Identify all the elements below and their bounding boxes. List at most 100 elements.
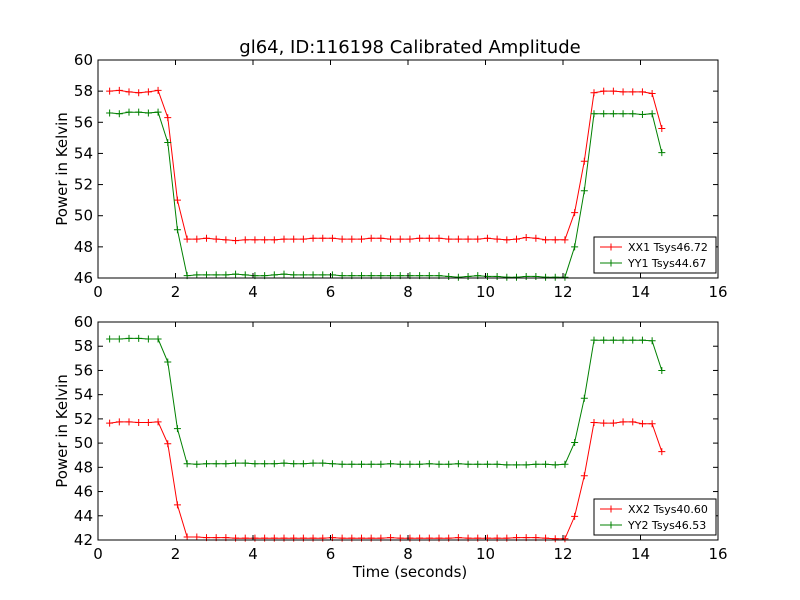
data-point (658, 149, 666, 157)
data-point (106, 87, 114, 95)
data-point (290, 271, 298, 279)
data-point (551, 535, 559, 543)
data-point (609, 336, 617, 344)
data-point (232, 270, 240, 278)
x-tick-label: 14 (631, 545, 650, 563)
data-point (483, 234, 491, 242)
data-point (135, 89, 143, 97)
data-point (270, 236, 278, 244)
data-point (348, 460, 356, 468)
data-point (580, 394, 588, 402)
data-point (600, 336, 608, 344)
data-point (416, 460, 424, 468)
data-point (561, 273, 569, 281)
x-tick-label: 6 (326, 283, 336, 301)
x-tick-label: 8 (403, 545, 413, 563)
data-point (154, 108, 162, 116)
data-point (638, 336, 646, 344)
x-tick-label: 4 (248, 545, 258, 563)
data-point (144, 109, 152, 117)
y-tick-label: 58 (74, 82, 93, 100)
x-tick-label: 12 (553, 545, 572, 563)
data-point (299, 271, 307, 279)
x-tick-label: 12 (553, 283, 572, 301)
legend-marker (607, 505, 615, 513)
data-point (280, 235, 288, 243)
data-point (135, 108, 143, 116)
x-tick-label: 16 (708, 283, 727, 301)
y-tick-label: 46 (74, 269, 93, 287)
data-point (309, 271, 317, 279)
data-point (629, 110, 637, 118)
data-point (144, 419, 152, 427)
data-point (474, 534, 482, 542)
data-point (232, 237, 240, 245)
data-point (493, 460, 501, 468)
data-point (125, 418, 133, 426)
legend-label: XX2 Tsys40.60 (628, 503, 708, 516)
legend-label: XX1 Tsys46.72 (628, 241, 708, 254)
data-point (193, 460, 201, 468)
data-point (270, 534, 278, 542)
data-point (106, 335, 114, 343)
data-point (406, 534, 414, 542)
data-point (106, 109, 114, 117)
data-point (387, 235, 395, 243)
data-point (619, 336, 627, 344)
series-line-xx1 (109, 89, 663, 242)
chart-title: gl64, ID:116198 Calibrated Amplitude (239, 37, 580, 58)
y-tick-label: 56 (74, 113, 93, 131)
data-point (135, 419, 143, 427)
data-point (658, 125, 666, 133)
x-axis-label: Time (seconds) (352, 563, 468, 581)
data-point (328, 271, 336, 279)
data-point (290, 235, 298, 243)
data-point (483, 460, 491, 468)
data-point (387, 460, 395, 468)
data-point (464, 235, 472, 243)
data-point (658, 448, 666, 456)
data-point (125, 108, 133, 116)
data-point (532, 272, 540, 280)
data-point (503, 236, 511, 244)
legend: XX1 Tsys46.72 YY1 Tsys44.67 (593, 236, 717, 274)
data-point (445, 272, 453, 280)
data-point (358, 534, 365, 542)
data-point (241, 236, 249, 244)
data-point (493, 534, 501, 542)
data-point (513, 273, 520, 281)
data-point (532, 460, 540, 468)
data-point (290, 534, 298, 542)
data-point (280, 459, 288, 467)
data-point (425, 534, 433, 542)
data-point (299, 235, 307, 243)
data-point (619, 110, 627, 118)
data-point (396, 235, 404, 243)
y-tick-label: 50 (74, 434, 93, 452)
data-point (638, 88, 646, 96)
data-point (609, 87, 617, 95)
data-point (261, 460, 269, 468)
data-point (193, 271, 201, 279)
data-point (154, 86, 162, 94)
y-tick-label: 44 (74, 507, 93, 525)
data-point (164, 440, 172, 448)
data-point (629, 88, 637, 96)
data-point (241, 459, 249, 467)
data-point (154, 335, 162, 343)
data-point (513, 235, 520, 243)
data-point (454, 273, 462, 281)
data-point (561, 535, 569, 543)
legend-marker (607, 243, 615, 251)
data-point (425, 460, 433, 468)
data-point (454, 235, 462, 243)
legend-box (593, 236, 717, 274)
y-tick-label: 46 (74, 483, 93, 501)
data-point (454, 460, 462, 468)
data-point (464, 460, 472, 468)
data-point (658, 366, 666, 374)
data-point (590, 419, 598, 427)
data-point (571, 209, 579, 217)
data-point (261, 236, 269, 244)
